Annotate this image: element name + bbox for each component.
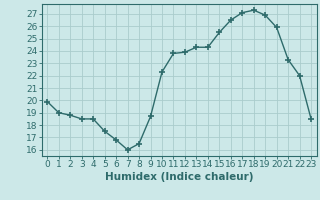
X-axis label: Humidex (Indice chaleur): Humidex (Indice chaleur): [105, 172, 253, 182]
